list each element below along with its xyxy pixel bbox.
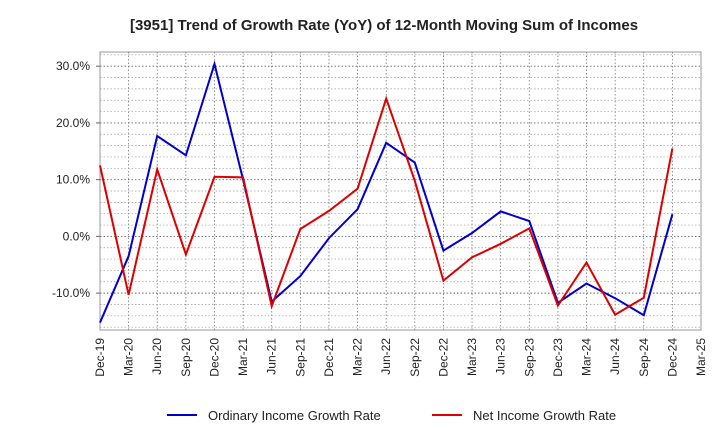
x-tick-label: Dec-21 <box>322 338 336 377</box>
y-tick-label: 0.0% <box>63 229 91 243</box>
x-tick-label: Jun-23 <box>494 338 508 375</box>
x-tick-label: Mar-23 <box>465 338 479 376</box>
series-line-1 <box>99 60 674 323</box>
x-tick-label: Dec-24 <box>665 338 679 377</box>
x-tick-label: Mar-20 <box>122 338 136 376</box>
axis-layer: 30.0% 20.0% 10.0% 0.0% -10.0% Dec-19 Mar-20 Jun… <box>52 59 708 377</box>
x-tick-label: Sep-21 <box>293 338 307 377</box>
chart-title: [3951] Trend of Growth Rate (YoY) of 12-… <box>130 17 638 34</box>
series-line-2 <box>99 95 674 317</box>
x-tick-label: Mar-25 <box>694 338 708 376</box>
x-tick-label: Sep-23 <box>522 338 536 377</box>
x-tick-label: Jun-20 <box>150 338 164 375</box>
legend-label-2: Net Income Growth Rate <box>473 408 616 423</box>
y-tick-label: 10.0% <box>56 173 90 187</box>
x-tick-label: Sep-22 <box>408 338 422 377</box>
y-tick-label: 30.0% <box>56 59 90 73</box>
grid-layer <box>99 51 702 331</box>
x-tick-label: Mar-22 <box>351 338 365 376</box>
x-tick-label: Mar-24 <box>580 338 594 376</box>
x-tick-label: Mar-21 <box>236 338 250 376</box>
legend: Ordinary Income Growth Rate Net Income Gr… <box>167 408 616 423</box>
plot-area <box>99 51 702 331</box>
series-layer <box>99 60 674 323</box>
x-tick-label: Sep-20 <box>179 338 193 377</box>
x-tick-label: Dec-23 <box>551 338 565 377</box>
x-tick-label: Dec-20 <box>207 338 221 377</box>
x-tick-label: Jun-21 <box>265 338 279 375</box>
y-tick-label: 20.0% <box>56 116 90 130</box>
x-tick-label: Sep-24 <box>637 338 651 377</box>
x-tick-label: Dec-19 <box>93 338 107 377</box>
x-tick-label: Jun-22 <box>379 338 393 375</box>
legend-label-1: Ordinary Income Growth Rate <box>208 408 381 423</box>
x-tick-label: Jun-24 <box>608 338 622 375</box>
y-tick-label: -10.0% <box>52 286 90 300</box>
x-tick-label: Dec-22 <box>436 338 450 377</box>
